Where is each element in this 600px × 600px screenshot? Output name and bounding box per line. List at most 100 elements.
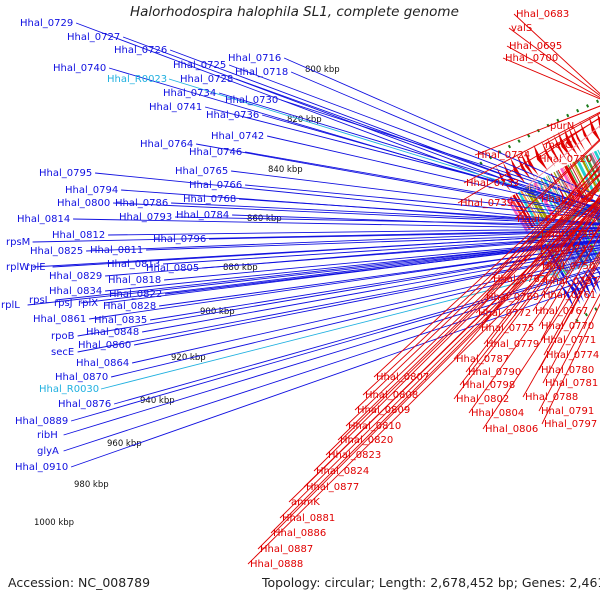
reverse-gene-label[interactable]: Hhal_0750 bbox=[542, 261, 595, 272]
reverse-gene-label[interactable]: Hhal_0695 bbox=[509, 41, 562, 52]
forward-gene-label[interactable]: Hhal_0768 bbox=[183, 194, 236, 205]
forward-gene-label[interactable]: Hhal_0725 bbox=[173, 60, 226, 71]
forward-gene-label[interactable]: Hhal_0805 bbox=[146, 263, 199, 274]
reverse-gene-label[interactable]: Hhal_0887 bbox=[260, 544, 313, 555]
forward-gene-label[interactable]: Hhal_0718 bbox=[235, 67, 288, 78]
forward-gene-label[interactable]: Hhal_0741 bbox=[149, 102, 202, 113]
reverse-gene-label[interactable]: Hhal_0769 bbox=[486, 292, 539, 303]
forward-gene-label[interactable]: Hhal_0829 bbox=[49, 271, 102, 282]
forward-gene-label[interactable]: Hhal_0746 bbox=[189, 147, 242, 158]
reverse-gene-label[interactable]: Hhal_0762 bbox=[493, 274, 546, 285]
forward-gene-label[interactable]: Hhal_0795 bbox=[39, 168, 92, 179]
forward-gene-label[interactable]: Hhal_0765 bbox=[175, 166, 228, 177]
reverse-gene-label[interactable]: Hhal_0739 bbox=[460, 198, 513, 209]
forward-gene-label[interactable]: rpoB bbox=[51, 331, 75, 342]
reverse-gene-label[interactable]: Hhal_0802 bbox=[456, 394, 509, 405]
reverse-gene-label[interactable]: Hhal_0771 bbox=[543, 335, 596, 346]
reverse-gene-label[interactable]: Hhal_0737 bbox=[517, 214, 570, 225]
reverse-gene-label[interactable]: Hhal_0790 bbox=[468, 367, 521, 378]
forward-gene-label[interactable]: Hhal_0742 bbox=[211, 131, 264, 142]
reverse-gene-label[interactable]: Hhal_0806 bbox=[485, 424, 538, 435]
reverse-gene-label[interactable]: Hhal_0770 bbox=[541, 321, 594, 332]
forward-gene-label[interactable]: Hhal_0864 bbox=[76, 358, 129, 369]
forward-gene-label[interactable]: Hhal_R0030 bbox=[39, 384, 99, 395]
forward-gene-label[interactable]: Hhal_R0023 bbox=[107, 74, 167, 85]
reverse-gene-label[interactable]: Hhal_0733 bbox=[466, 178, 519, 189]
reverse-gene-label[interactable]: Hhal_0807 bbox=[376, 372, 429, 383]
forward-gene-label[interactable]: Hhal_0835 bbox=[94, 315, 147, 326]
forward-gene-label[interactable]: rplE bbox=[26, 262, 46, 273]
forward-gene-label[interactable]: Hhal_0861 bbox=[33, 314, 86, 325]
forward-gene-label[interactable]: Hhal_0910 bbox=[15, 462, 68, 473]
reverse-gene-label[interactable]: Hhal_0886 bbox=[273, 528, 326, 539]
reverse-gene-label[interactable]: Hhal_0767 bbox=[535, 306, 588, 317]
reverse-gene-label[interactable]: Hhal_0797 bbox=[544, 419, 597, 430]
forward-gene-label[interactable]: Hhal_0813 bbox=[107, 259, 160, 270]
reverse-gene-label[interactable]: Hhal_0888 bbox=[250, 559, 303, 570]
forward-gene-label[interactable]: Hhal_0740 bbox=[53, 63, 106, 74]
reverse-gene-label[interactable]: anmK bbox=[291, 497, 320, 508]
reverse-gene-label[interactable]: Hhal_0877 bbox=[306, 482, 359, 493]
forward-gene-label[interactable]: ribH bbox=[37, 430, 58, 441]
forward-gene-label[interactable]: Hhal_0784 bbox=[176, 210, 229, 221]
forward-gene-label[interactable]: Hhal_0716 bbox=[228, 53, 281, 64]
forward-gene-label[interactable]: Hhal_0727 bbox=[67, 32, 120, 43]
reverse-gene-label[interactable]: Hhal_0757 bbox=[545, 276, 598, 287]
reverse-gene-label[interactable]: Hhal_0804 bbox=[471, 408, 524, 419]
reverse-gene-label[interactable]: Hhal_0808 bbox=[365, 390, 418, 401]
forward-gene-label[interactable]: Hhal_0812 bbox=[52, 230, 105, 241]
forward-gene-label[interactable]: rplW bbox=[6, 262, 29, 273]
reverse-gene-label[interactable]: Hhal_0779 bbox=[486, 339, 539, 350]
forward-gene-label[interactable]: Hhal_0796 bbox=[153, 234, 206, 245]
reverse-gene-label[interactable]: Hhal_0809 bbox=[357, 405, 410, 416]
reverse-gene-label[interactable]: Hhal_0738 bbox=[541, 229, 594, 240]
reverse-gene-label[interactable]: metG bbox=[545, 140, 573, 151]
forward-gene-label[interactable]: Hhal_0726 bbox=[114, 45, 167, 56]
reverse-gene-label[interactable]: valS bbox=[511, 23, 532, 34]
forward-gene-label[interactable]: Hhal_0822 bbox=[109, 289, 162, 300]
reverse-gene-label[interactable]: Hhal_0700 bbox=[505, 53, 558, 64]
forward-gene-label[interactable]: Hhal_0786 bbox=[115, 198, 168, 209]
forward-gene-label[interactable]: Hhal_0734 bbox=[163, 88, 216, 99]
forward-gene-label[interactable]: rpsL bbox=[29, 295, 51, 306]
forward-gene-label[interactable]: rpsJ bbox=[54, 298, 73, 309]
forward-gene-label[interactable]: Hhal_0818 bbox=[108, 275, 161, 286]
forward-gene-label[interactable]: Hhal_0848 bbox=[86, 327, 139, 338]
reverse-gene-label[interactable]: Hhal_0788 bbox=[525, 392, 578, 403]
forward-gene-label[interactable]: Hhal_0800 bbox=[57, 198, 110, 209]
forward-gene-label[interactable]: Hhal_0811 bbox=[90, 245, 143, 256]
forward-gene-label[interactable]: Hhal_0876 bbox=[58, 399, 111, 410]
forward-gene-label[interactable]: Hhal_0736 bbox=[206, 110, 259, 121]
reverse-gene-label[interactable]: Hhal_0881 bbox=[282, 513, 335, 524]
forward-gene-label[interactable]: Hhal_0729 bbox=[20, 18, 73, 29]
reverse-gene-label[interactable]: Hhal_0732 bbox=[541, 194, 594, 205]
forward-gene-label[interactable]: rplL bbox=[1, 300, 20, 311]
reverse-gene-label[interactable]: Hhal_0787 bbox=[456, 354, 509, 365]
forward-gene-label[interactable]: Hhal_0814 bbox=[17, 214, 70, 225]
forward-gene-label[interactable]: secE bbox=[51, 347, 74, 358]
forward-gene-label[interactable]: Hhal_0889 bbox=[15, 416, 68, 427]
reverse-gene-label[interactable]: Hhal_0761 bbox=[543, 290, 596, 301]
forward-gene-label[interactable]: Hhal_0793 bbox=[119, 212, 172, 223]
reverse-gene-label[interactable]: Hhal_0683 bbox=[516, 9, 569, 20]
forward-gene-label[interactable]: rpsM bbox=[6, 237, 30, 248]
reverse-gene-label[interactable]: Hhal_0774 bbox=[546, 350, 599, 361]
forward-gene-label[interactable]: Hhal_0730 bbox=[225, 95, 278, 106]
forward-gene-label[interactable]: Hhal_0870 bbox=[55, 372, 108, 383]
forward-gene-label[interactable]: Hhal_0860 bbox=[78, 340, 131, 351]
forward-gene-label[interactable]: Hhal_0825 bbox=[30, 246, 83, 257]
forward-gene-label[interactable]: Hhal_0764 bbox=[140, 139, 193, 150]
reverse-gene-label[interactable]: Hhal_0810 bbox=[348, 421, 401, 432]
reverse-gene-label[interactable]: Hhal_0781 bbox=[545, 378, 598, 389]
reverse-gene-label[interactable]: Hhal_0724 bbox=[477, 150, 530, 161]
reverse-gene-label[interactable]: purN bbox=[550, 121, 574, 132]
forward-gene-label[interactable]: rplX bbox=[78, 298, 98, 309]
forward-gene-label[interactable]: Hhal_0834 bbox=[49, 286, 102, 297]
reverse-gene-label[interactable]: Hhal_0824 bbox=[316, 466, 369, 477]
reverse-gene-label[interactable]: Hhal_0720 bbox=[539, 154, 592, 165]
forward-gene-label[interactable]: Hhal_0728 bbox=[180, 74, 233, 85]
reverse-gene-label[interactable]: Hhal_0791 bbox=[541, 406, 594, 417]
reverse-gene-label[interactable]: Hhal_0823 bbox=[328, 450, 381, 461]
reverse-gene-label[interactable]: Hhal_R0022 bbox=[528, 182, 588, 193]
forward-gene-label[interactable]: glyA bbox=[37, 446, 59, 457]
